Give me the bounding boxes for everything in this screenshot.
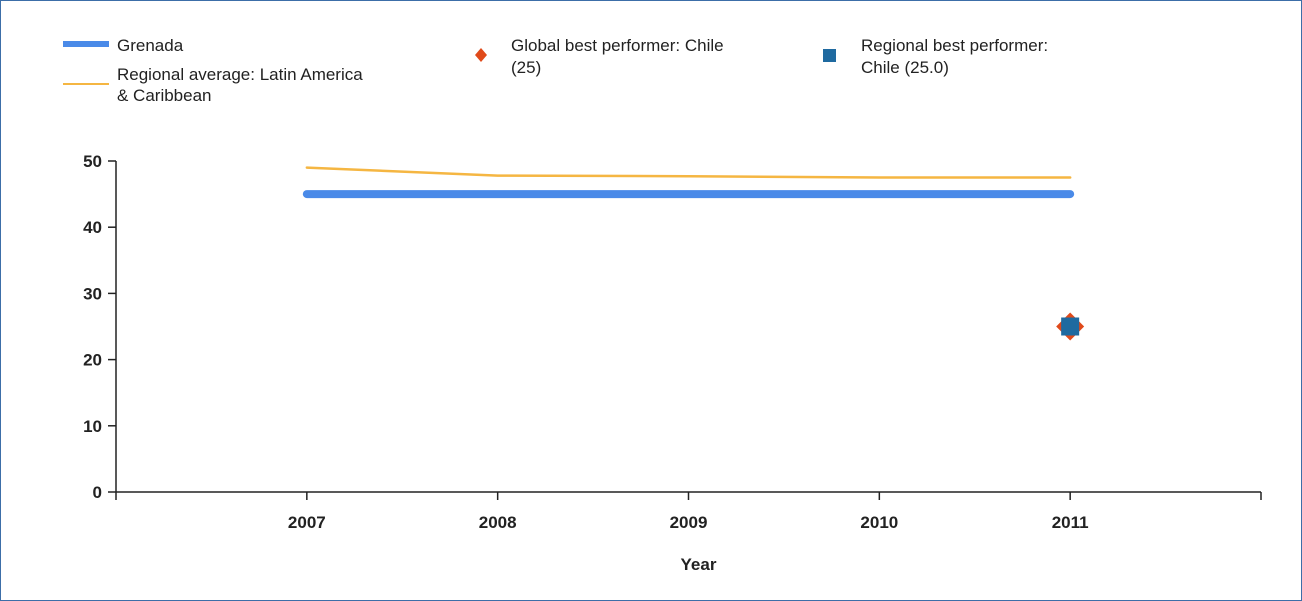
- legend-label-grenada: Grenada: [117, 36, 184, 55]
- legend-item-regional-average: Regional average: Latin America & Caribb…: [63, 65, 363, 105]
- y-tick-label-50: 50: [83, 152, 102, 171]
- y-tick-label-30: 30: [83, 284, 102, 303]
- x-axis-title: Year: [681, 555, 717, 574]
- y-tick-label-40: 40: [83, 218, 102, 237]
- axes: [115, 161, 1261, 493]
- legend-swatch-global-best-diamond-icon: [475, 48, 487, 62]
- y-tick-label-0: 0: [93, 483, 102, 502]
- series-layer: [302, 166, 1085, 341]
- legend-label-global-best-line1: Global best performer: Chile: [511, 36, 724, 55]
- legend: Grenada Regional average: Latin America …: [63, 36, 1048, 105]
- x-tick-label-2011: 2011: [1052, 513, 1089, 532]
- x-tick-label-2009: 2009: [670, 513, 708, 532]
- legend-label-global-best-line2: (25): [511, 58, 541, 77]
- y-tick-label-20: 20: [83, 351, 102, 370]
- x-tick-label-2007: 2007: [288, 513, 326, 532]
- legend-label-regional-average-line2: & Caribbean: [117, 86, 212, 105]
- legend-item-regional-best: Regional best performer: Chile (25.0): [823, 36, 1048, 77]
- x-tick-label-2010: 2010: [860, 513, 898, 532]
- legend-item-grenada: Grenada: [63, 36, 184, 55]
- y-ticks: 0 10 20 30 40 50: [83, 152, 116, 502]
- x-tick-label-2008: 2008: [479, 513, 517, 532]
- legend-label-regional-best-line2: Chile (25.0): [861, 58, 949, 77]
- legend-swatch-regional-best-square-icon: [823, 49, 836, 62]
- x-ticks: 2007 2008 2009 2010 2011: [115, 492, 1262, 532]
- marker-regional-best-performer-chile-25-0-0: [1061, 317, 1080, 336]
- legend-item-global-best: Global best performer: Chile (25): [475, 36, 724, 77]
- legend-label-regional-average-line1: Regional average: Latin America: [117, 65, 363, 84]
- series-line-regional-average-latin-america-caribbean: [305, 166, 1072, 179]
- y-tick-label-10: 10: [83, 417, 102, 436]
- legend-label-regional-best-line1: Regional best performer:: [861, 36, 1048, 55]
